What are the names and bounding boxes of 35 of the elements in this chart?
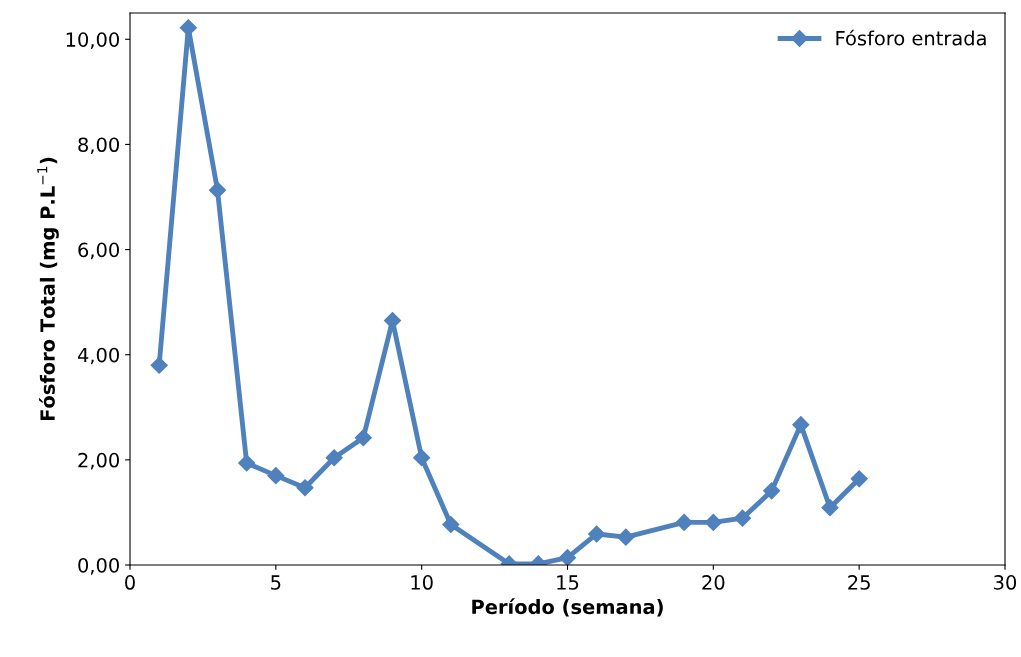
- x-tick-label: 30: [994, 575, 1017, 590]
- y-tick-label: 0,00: [78, 557, 119, 575]
- point: [763, 482, 781, 500]
- point: [208, 181, 227, 199]
- point: [821, 499, 839, 517]
- point: [238, 454, 256, 472]
- x-tick-label: 25: [848, 575, 870, 590]
- point: [413, 449, 431, 467]
- point: [733, 509, 752, 527]
- point: [267, 467, 285, 485]
- y-tick-label: 4,00: [77, 347, 119, 365]
- y-axis-title: Fósforo Total (mg P.L$^{−1}$): [37, 157, 59, 421]
- point: [792, 416, 810, 434]
- point: [442, 515, 460, 534]
- y-tick-label: 10,00: [66, 32, 119, 49]
- point: [325, 449, 343, 467]
- x-tick-label: 20: [702, 575, 725, 590]
- point: [296, 479, 314, 497]
- point: [850, 470, 868, 488]
- point: [150, 356, 168, 374]
- point: [354, 429, 372, 447]
- x-tick-label: 5: [271, 575, 281, 590]
- y-tick-label: 6,00: [78, 242, 119, 260]
- point: [704, 513, 722, 531]
- point: [588, 525, 606, 543]
- point: [617, 528, 635, 546]
- point: [558, 549, 577, 565]
- x-tick-label: 15: [557, 575, 579, 590]
- x-tick-label: 0: [125, 575, 135, 590]
- x-tick-label: 10: [411, 575, 433, 590]
- legend-label: Fósforo entrada: [836, 29, 986, 46]
- x-axis-title: Período (semana): [472, 598, 663, 617]
- point: [675, 513, 693, 531]
- y-tick-label: 2,00: [78, 452, 119, 470]
- y-tick-label: 8,00: [78, 137, 119, 155]
